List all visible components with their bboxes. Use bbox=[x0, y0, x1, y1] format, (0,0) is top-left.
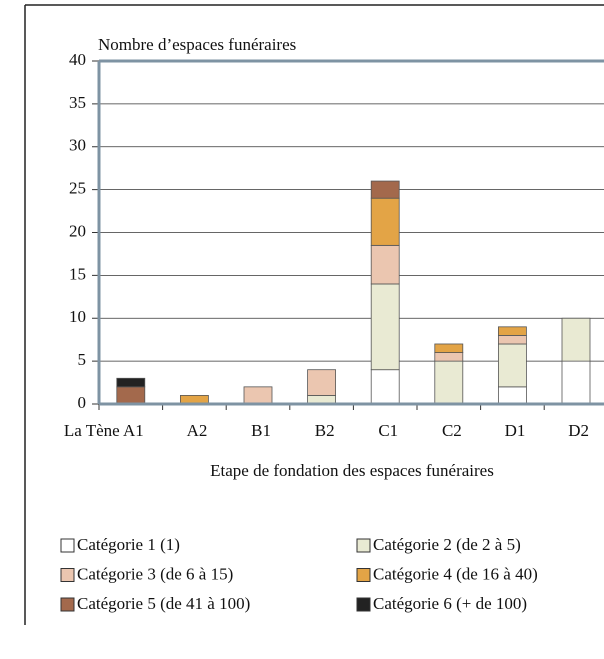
bar-segment bbox=[370, 244, 400, 285]
bar-segment bbox=[561, 360, 591, 405]
x-tick-label: D2 bbox=[568, 421, 589, 440]
legend-label: Catégorie 5 (de 41 à 100) bbox=[77, 594, 250, 613]
legend-swatch bbox=[356, 568, 371, 582]
bar-segment bbox=[243, 386, 273, 405]
legend-label: Catégorie 3 (de 6 à 15) bbox=[77, 564, 233, 583]
x-tick-label: La Tène A1 bbox=[64, 421, 144, 440]
bar-segment bbox=[497, 343, 527, 388]
x-tick-label: D1 bbox=[505, 421, 526, 440]
x-tick-label: C2 bbox=[442, 421, 462, 440]
bar-segment bbox=[561, 317, 591, 362]
legend-label: Catégorie 2 (de 2 à 5) bbox=[373, 535, 521, 554]
y-tick-label: 5 bbox=[78, 350, 87, 369]
y-tick-label: 20 bbox=[69, 221, 86, 240]
bar-segment bbox=[370, 197, 400, 246]
x-tick-label: B1 bbox=[251, 421, 271, 440]
bar-segment bbox=[434, 352, 464, 362]
x-axis-title: Etape de fondation des espaces funéraire… bbox=[210, 461, 494, 480]
x-tick-label: A2 bbox=[187, 421, 208, 440]
legend-swatch bbox=[60, 597, 75, 612]
legend-label: Catégorie 6 (+ de 100) bbox=[373, 594, 527, 613]
bar-segment bbox=[370, 180, 400, 199]
y-tick-label: 15 bbox=[69, 264, 86, 283]
y-axis-title: Nombre d’espaces funéraires bbox=[98, 35, 296, 54]
legend-swatch bbox=[356, 538, 371, 553]
bar-segment bbox=[434, 360, 464, 405]
bar-segment bbox=[497, 326, 527, 336]
x-tick-label: C1 bbox=[378, 421, 398, 440]
legend-label: Catégorie 1 (1) bbox=[77, 535, 180, 554]
bar-segment bbox=[307, 369, 337, 396]
legend-label: Catégorie 4 (de 16 à 40) bbox=[373, 564, 538, 583]
y-tick-label: 25 bbox=[69, 179, 86, 198]
bar-segment bbox=[116, 377, 146, 388]
y-tick-label: 0 bbox=[78, 393, 87, 412]
bar-segment bbox=[434, 343, 464, 353]
y-tick-label: 30 bbox=[69, 136, 86, 155]
legend-swatch bbox=[356, 597, 371, 612]
y-tick-label: 40 bbox=[69, 50, 86, 69]
bar-segment bbox=[370, 283, 400, 371]
bar-segment bbox=[116, 386, 146, 405]
x-tick-label: B2 bbox=[315, 421, 335, 440]
legend-swatch bbox=[60, 538, 75, 553]
y-tick-label: 10 bbox=[69, 307, 86, 326]
legend-swatch bbox=[60, 568, 75, 582]
bar-segment bbox=[497, 334, 527, 345]
bar-segment bbox=[497, 386, 527, 405]
bar-segment bbox=[370, 369, 400, 405]
y-tick-label: 35 bbox=[69, 93, 86, 112]
